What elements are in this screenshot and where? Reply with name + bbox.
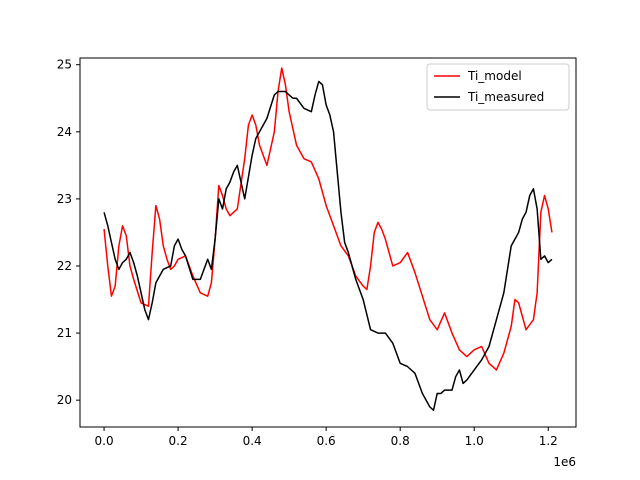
y-tick-label: 21 xyxy=(57,326,72,340)
x-tick-label: 0.8 xyxy=(391,434,410,448)
y-tick-label: 25 xyxy=(57,58,72,72)
series-line-ti-measured xyxy=(103,80,553,411)
series-layer xyxy=(103,67,553,411)
legend-label: Ti_measured xyxy=(467,90,544,104)
legend-label: Ti_model xyxy=(467,69,522,83)
x-tick-label: 0.6 xyxy=(317,434,336,448)
y-tick-label: 20 xyxy=(57,393,72,407)
y-axis: 20 21 22 23 24 25 xyxy=(57,58,80,407)
y-tick-label: 24 xyxy=(57,125,72,139)
x-axis: 0.0 0.2 0.4 0.6 0.8 1.0 1.2 xyxy=(95,427,558,448)
x-axis-offset-label: 1e6 xyxy=(553,455,576,469)
x-tick-label: 1.0 xyxy=(465,434,484,448)
legend: Ti_model Ti_measured xyxy=(426,63,570,111)
legend-box xyxy=(426,63,570,111)
x-tick-label: 0.2 xyxy=(169,434,188,448)
x-tick-label: 1.2 xyxy=(539,434,558,448)
series-line-ti-model xyxy=(103,67,553,371)
y-tick-label: 22 xyxy=(57,259,72,273)
x-tick-label: 0.0 xyxy=(95,434,114,448)
plot-area-frame xyxy=(79,57,577,428)
y-tick-label: 23 xyxy=(57,192,72,206)
x-tick-label: 0.4 xyxy=(243,434,262,448)
